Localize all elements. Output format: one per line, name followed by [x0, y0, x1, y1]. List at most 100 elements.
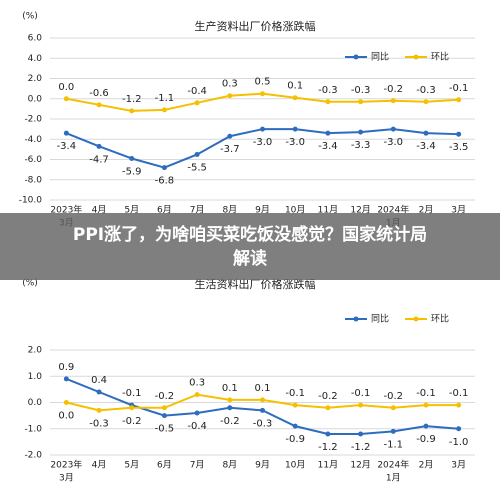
data-point	[96, 102, 102, 108]
x-tick-label: 3月	[59, 473, 74, 484]
x-tick-label: 6月	[157, 205, 172, 216]
data-point	[292, 423, 298, 429]
data-point	[358, 431, 364, 437]
data-point	[390, 405, 396, 411]
value-label: -3.5	[449, 142, 469, 153]
data-point	[63, 96, 69, 102]
value-label: -3.4	[318, 141, 338, 152]
value-label: 0.3	[189, 378, 205, 389]
data-point	[358, 129, 364, 135]
data-point	[96, 407, 102, 413]
value-label: -6.8	[155, 176, 175, 187]
value-label: -4.7	[89, 154, 109, 165]
value-label: -0.2	[318, 391, 338, 402]
value-label: -1.1	[155, 93, 175, 104]
value-label: -1.2	[351, 442, 371, 453]
data-point	[292, 95, 298, 101]
data-point	[390, 428, 396, 434]
value-label: -1.2	[122, 94, 142, 105]
data-point	[227, 133, 233, 139]
data-point	[390, 126, 396, 132]
data-point	[260, 126, 265, 132]
value-label: -3.0	[384, 137, 404, 148]
y-axis-label: (%)	[22, 279, 38, 289]
value-label: -3.4	[57, 141, 77, 152]
data-point	[194, 392, 200, 398]
x-tick-label: 3月	[451, 460, 466, 471]
value-label: 0.0	[58, 411, 74, 422]
data-point	[129, 155, 135, 161]
value-label: -0.1	[416, 388, 436, 399]
data-point	[227, 405, 233, 411]
value-label: 0.3	[222, 79, 238, 90]
value-label: -0.1	[449, 388, 469, 399]
data-point	[456, 426, 462, 432]
data-point	[260, 407, 265, 413]
value-label: -0.2	[122, 416, 142, 427]
value-label: -5.9	[122, 166, 142, 177]
y-tick-label: 2.0	[28, 74, 43, 84]
value-label: -0.3	[416, 85, 436, 96]
value-label: -0.2	[155, 391, 175, 402]
value-label: -0.3	[351, 85, 371, 96]
data-point	[161, 107, 167, 113]
x-tick-label: 10月	[285, 205, 305, 216]
x-tick-label: 2024年	[377, 459, 409, 471]
value-label: -0.2	[384, 84, 404, 95]
x-tick-label: 2023年	[50, 204, 82, 216]
data-point	[423, 99, 429, 105]
value-label: -0.4	[187, 86, 207, 97]
value-label: -1.2	[318, 442, 338, 453]
value-label: -3.0	[285, 137, 305, 148]
value-label: -0.9	[285, 434, 305, 445]
data-point	[129, 108, 135, 114]
data-point	[161, 413, 167, 419]
x-tick-label: 2月	[419, 205, 434, 216]
x-tick-label: 10月	[285, 460, 305, 471]
legend-marker	[413, 316, 419, 322]
value-label: -0.4	[187, 421, 207, 432]
y-tick-label: 4.0	[28, 54, 43, 64]
value-label: -0.1	[449, 83, 469, 94]
data-point	[292, 402, 298, 408]
legend-marker	[353, 316, 359, 322]
series-line	[65, 128, 459, 169]
overlay-title: PPI涨了，为啥咱买菜吃饭没感觉？国家统计局解读	[0, 213, 500, 280]
x-tick-label: 8月	[222, 460, 237, 471]
value-label: -1.0	[449, 437, 469, 448]
data-point	[194, 100, 200, 106]
value-label: -0.6	[89, 88, 109, 99]
data-point	[161, 165, 167, 171]
data-point	[292, 126, 298, 132]
data-point	[63, 400, 69, 405]
data-point	[456, 402, 462, 408]
x-tick-label: 4月	[92, 205, 107, 216]
data-point	[423, 130, 429, 136]
data-point	[325, 431, 331, 437]
data-point	[63, 130, 69, 136]
data-point	[390, 98, 396, 104]
data-point	[325, 130, 331, 136]
y-tick-label: -1.0	[24, 424, 42, 434]
legend-label: 同比	[371, 51, 389, 63]
value-label: -0.1	[351, 388, 371, 399]
data-point	[456, 131, 462, 137]
data-point	[129, 405, 135, 411]
data-point	[358, 402, 364, 408]
value-label: 0.1	[222, 383, 238, 394]
x-tick-label: 3月	[451, 205, 466, 216]
x-tick-label: 7月	[190, 460, 205, 471]
y-tick-label: 2.0	[28, 346, 43, 356]
y-tick-label: -2.0	[24, 451, 42, 461]
data-point	[423, 402, 429, 408]
data-point	[358, 99, 364, 105]
y-tick-label: -4.0	[24, 135, 42, 145]
value-label: 0.1	[287, 81, 303, 92]
value-label: -3.3	[351, 140, 371, 151]
x-tick-label: 4月	[92, 460, 107, 471]
data-point	[161, 405, 167, 411]
value-label: -0.1	[122, 388, 142, 399]
value-label: -5.5	[187, 162, 207, 173]
